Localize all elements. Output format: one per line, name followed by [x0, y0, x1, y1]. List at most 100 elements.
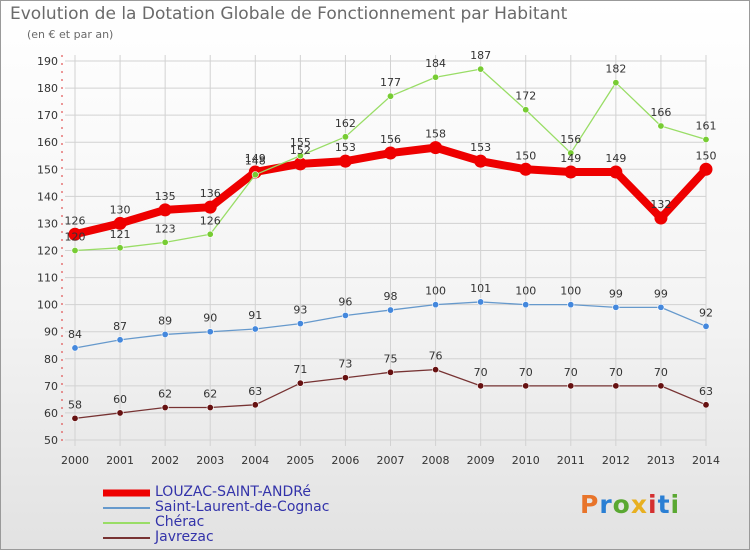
y-tick-label: 130	[37, 217, 58, 230]
data-point	[567, 382, 575, 390]
data-point	[113, 216, 127, 230]
data-point	[206, 328, 214, 336]
data-point	[338, 154, 352, 168]
data-point	[251, 171, 259, 179]
y-tick-label: 60	[44, 407, 58, 420]
data-label: 126	[65, 214, 86, 227]
y-tick-label: 190	[37, 55, 58, 68]
data-point	[702, 401, 710, 409]
y-tick-label: 80	[44, 353, 58, 366]
data-point	[612, 303, 620, 311]
data-point	[386, 306, 394, 314]
data-label: 156	[560, 133, 581, 146]
data-label: 136	[200, 187, 221, 200]
data-point	[341, 133, 349, 141]
data-label: 70	[519, 366, 533, 379]
data-label: 60	[113, 393, 127, 406]
data-label: 182	[605, 63, 626, 76]
data-label: 70	[564, 366, 578, 379]
data-point	[341, 311, 349, 319]
data-point	[429, 141, 443, 155]
logo-letter: o	[612, 490, 631, 519]
x-tick-label: 2010	[512, 454, 540, 467]
data-label: 150	[515, 149, 536, 162]
data-label: 177	[380, 76, 401, 89]
x-tick-label: 2007	[377, 454, 405, 467]
data-label: 100	[425, 285, 446, 298]
data-point	[206, 230, 214, 238]
data-label: 99	[609, 287, 623, 300]
data-point	[384, 146, 397, 160]
data-label: 70	[609, 366, 623, 379]
data-point	[116, 244, 124, 252]
data-label: 70	[474, 366, 488, 379]
x-tick-label: 2013	[647, 454, 675, 467]
data-label: 101	[470, 282, 491, 295]
data-label: 161	[696, 120, 717, 133]
data-point	[386, 92, 394, 100]
x-tick-label: 2009	[467, 454, 495, 467]
data-point	[71, 414, 79, 422]
data-label: 156	[380, 133, 401, 146]
legend-label: Javrezac	[155, 529, 214, 545]
data-point	[432, 73, 440, 81]
data-label: 187	[470, 49, 491, 62]
x-tick-label: 2011	[557, 454, 585, 467]
data-label: 73	[338, 358, 352, 371]
logo-letter: P	[580, 490, 600, 519]
data-label: 123	[155, 222, 176, 235]
data-point	[341, 374, 349, 382]
data-label: 153	[470, 141, 491, 154]
data-label: 63	[699, 385, 713, 398]
data-point	[71, 247, 79, 255]
x-tick-label: 2014	[692, 454, 720, 467]
data-point	[296, 379, 304, 387]
x-tick-label: 2000	[61, 454, 89, 467]
data-label: 98	[384, 290, 398, 303]
data-point	[477, 65, 485, 73]
data-label: 184	[425, 57, 446, 70]
logo-letter: i	[670, 490, 681, 519]
data-label: 75	[384, 352, 398, 365]
data-point	[477, 298, 485, 306]
logo-letter: r	[599, 490, 613, 519]
data-point	[702, 322, 710, 330]
data-label: 130	[110, 203, 131, 216]
data-point	[251, 325, 259, 333]
data-label: 135	[155, 190, 176, 203]
proxiti-logo: Proxiti	[580, 490, 680, 519]
x-tick-label: 2002	[151, 454, 179, 467]
data-point	[474, 154, 488, 168]
data-label: 92	[699, 306, 713, 319]
data-point	[161, 404, 169, 412]
data-point	[432, 301, 440, 309]
data-point	[477, 382, 485, 390]
chart-subtitle: (en € et par an)	[27, 28, 114, 41]
data-point	[612, 382, 620, 390]
logo-letter: t	[657, 490, 671, 519]
logo-letter: i	[648, 490, 658, 519]
y-tick-label: 120	[37, 245, 58, 258]
data-point	[657, 382, 665, 390]
y-tick-label: 150	[37, 163, 58, 176]
data-point	[158, 203, 172, 217]
y-tick-label: 160	[37, 136, 58, 149]
data-label: 63	[248, 385, 262, 398]
x-tick-label: 2006	[331, 454, 359, 467]
data-point	[654, 211, 668, 225]
data-point	[296, 320, 304, 328]
data-label: 76	[429, 350, 443, 363]
data-label: 99	[654, 287, 668, 300]
data-label: 152	[290, 144, 311, 157]
data-label: 87	[113, 320, 127, 333]
data-point	[567, 301, 575, 309]
chart-title: Evolution de la Dotation Globale de Fonc…	[10, 4, 568, 24]
legend-label: Saint-Laurent-de-Cognac	[155, 499, 330, 515]
data-label: 90	[203, 312, 217, 325]
data-label: 121	[110, 228, 131, 241]
logo-letter: x	[630, 490, 648, 519]
data-point	[522, 301, 530, 309]
data-point	[71, 344, 79, 352]
data-point	[206, 404, 214, 412]
x-tick-label: 2003	[196, 454, 224, 467]
